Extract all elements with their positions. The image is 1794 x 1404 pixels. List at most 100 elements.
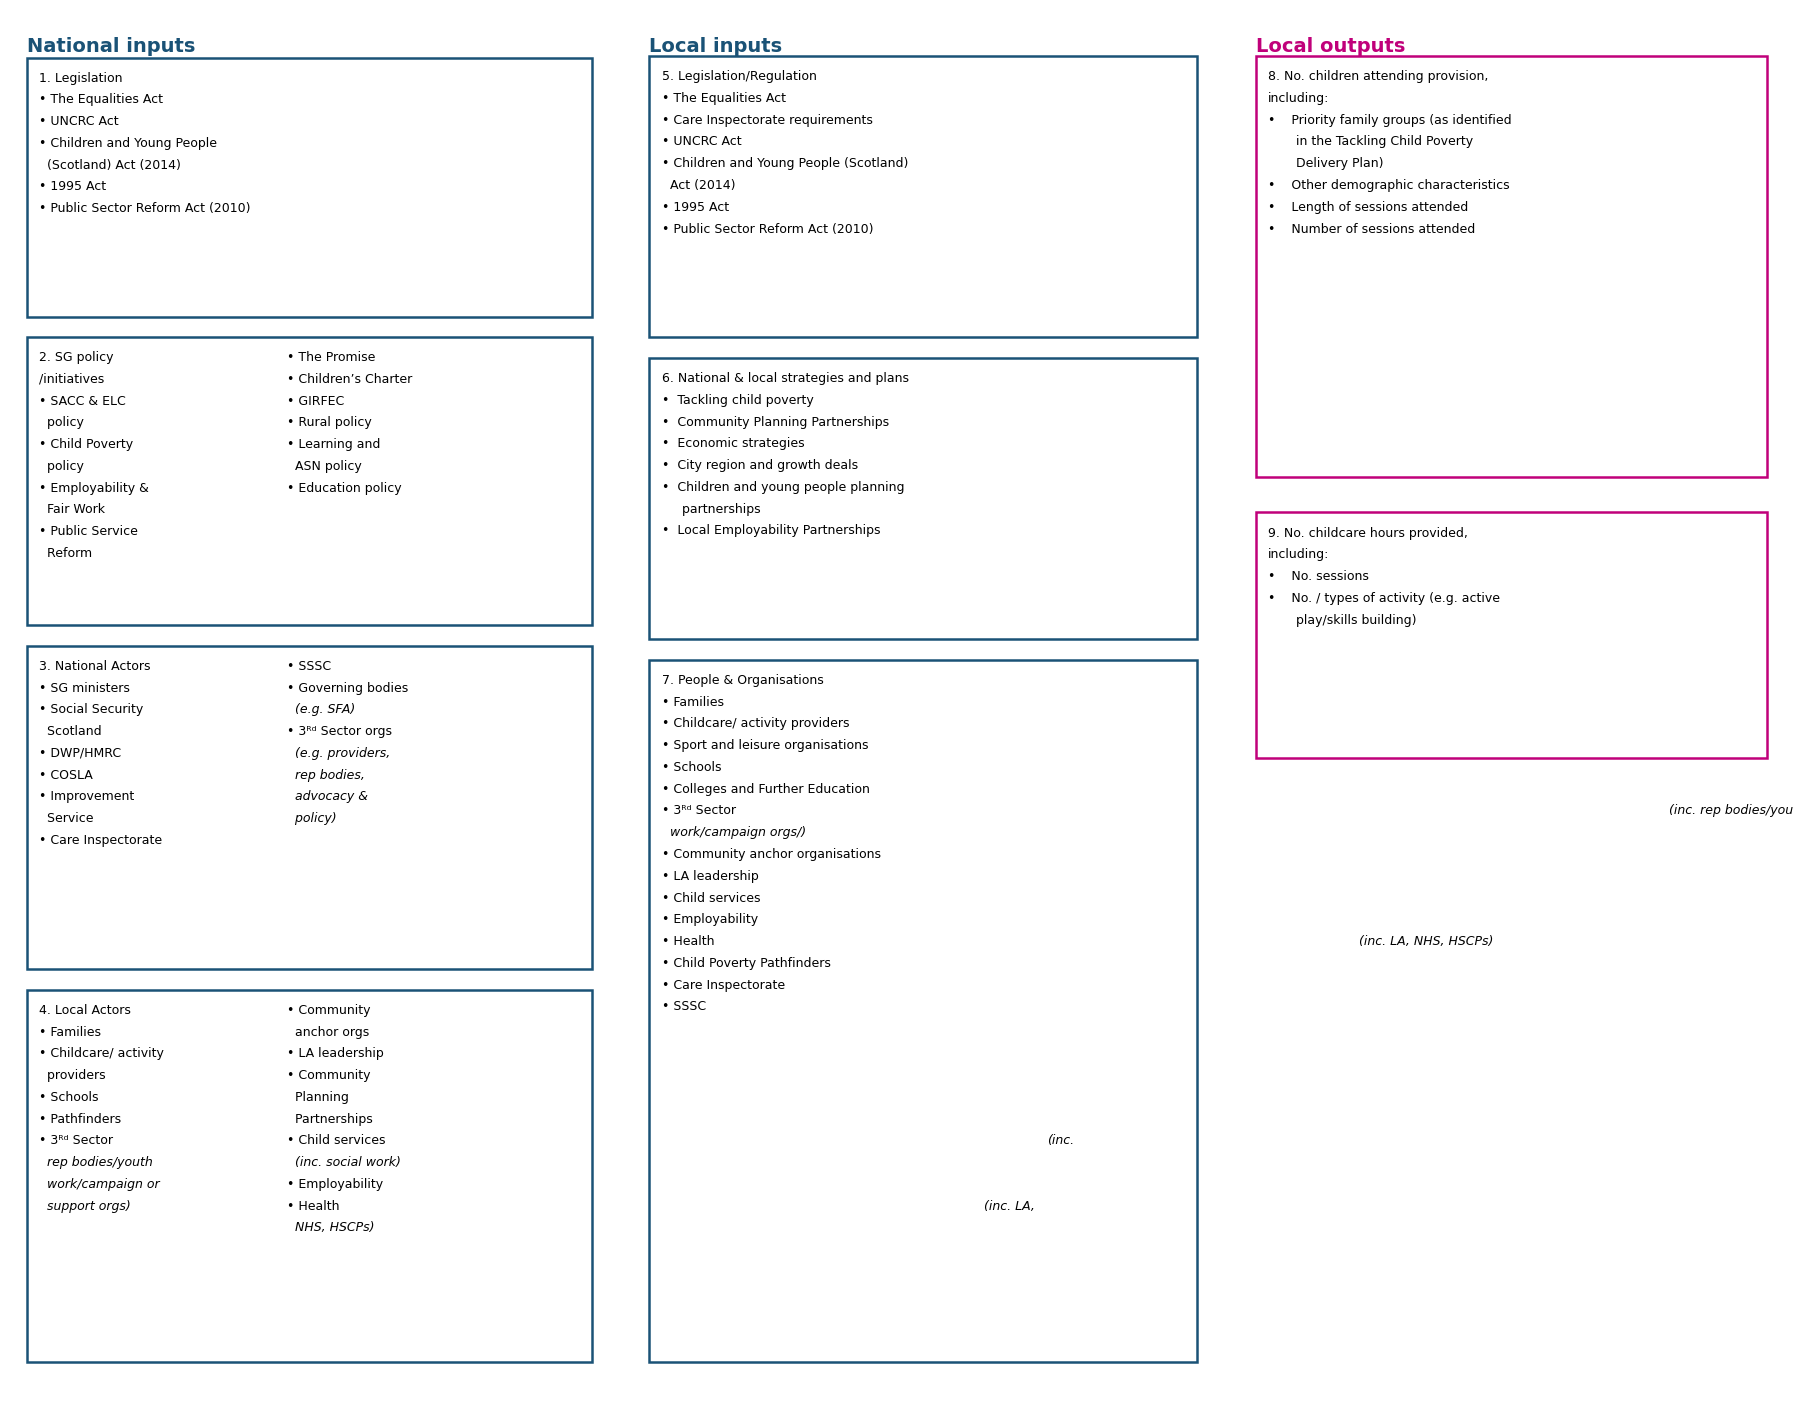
Text: rep bodies/youth: rep bodies/youth (39, 1157, 152, 1170)
Text: • 3ᴿᵈ Sector orgs: • 3ᴿᵈ Sector orgs (287, 724, 391, 739)
Text: Partnerships: Partnerships (287, 1112, 373, 1126)
Text: • SSSC: • SSSC (287, 660, 330, 673)
Text: (e.g. SFA): (e.g. SFA) (287, 703, 355, 716)
FancyBboxPatch shape (1256, 512, 1767, 758)
Text: anchor orgs: anchor orgs (287, 1025, 370, 1039)
Text: Act (2014): Act (2014) (662, 178, 736, 192)
FancyBboxPatch shape (27, 990, 592, 1362)
Text: • LA leadership: • LA leadership (287, 1047, 384, 1060)
Text: work/campaign orgs/): work/campaign orgs/) (662, 826, 806, 840)
Text: • Children and Young People (Scotland): • Children and Young People (Scotland) (662, 157, 908, 170)
Text: Reform: Reform (39, 546, 93, 560)
Text: 3. National Actors: 3. National Actors (39, 660, 151, 673)
Text: 4. Local Actors: 4. Local Actors (39, 1004, 131, 1016)
Text: including:: including: (1268, 548, 1329, 562)
Text: • 1995 Act: • 1995 Act (39, 180, 106, 194)
Text: (e.g. providers,: (e.g. providers, (287, 747, 389, 760)
Text: • 3ᴿᵈ Sector: • 3ᴿᵈ Sector (39, 1134, 117, 1147)
Text: • The Equalities Act: • The Equalities Act (662, 91, 786, 105)
Text: • Employability: • Employability (287, 1178, 382, 1191)
Text: • Community: • Community (287, 1004, 370, 1016)
Text: rep bodies,: rep bodies, (287, 768, 364, 782)
Text: • Improvement: • Improvement (39, 790, 135, 803)
Text: • GIRFEC: • GIRFEC (287, 395, 344, 407)
FancyBboxPatch shape (1256, 56, 1767, 477)
Text: • Child Poverty: • Child Poverty (39, 438, 133, 451)
Text: • COSLA: • COSLA (39, 768, 93, 782)
Text: play/skills building): play/skills building) (1268, 614, 1417, 626)
Text: •  Community Planning Partnerships: • Community Planning Partnerships (662, 416, 890, 428)
Text: •    Number of sessions attended: • Number of sessions attended (1268, 222, 1476, 236)
Text: • Childcare/ activity providers: • Childcare/ activity providers (662, 717, 850, 730)
Text: • Children and Young People: • Children and Young People (39, 136, 217, 150)
Text: Delivery Plan): Delivery Plan) (1268, 157, 1383, 170)
Text: • Care Inspectorate: • Care Inspectorate (662, 979, 786, 991)
Text: Planning: Planning (287, 1091, 348, 1104)
FancyBboxPatch shape (649, 56, 1197, 337)
Text: • The Equalities Act: • The Equalities Act (39, 93, 163, 107)
Text: • Schools: • Schools (662, 761, 721, 774)
Text: (inc. LA, NHS, HSCPs): (inc. LA, NHS, HSCPs) (1360, 935, 1494, 948)
Text: 5. Legislation/Regulation: 5. Legislation/Regulation (662, 70, 816, 83)
Text: /initiatives: /initiatives (39, 372, 104, 386)
Text: •    Length of sessions attended: • Length of sessions attended (1268, 201, 1469, 213)
Text: • Public Sector Reform Act (2010): • Public Sector Reform Act (2010) (662, 222, 874, 236)
Text: •  City region and growth deals: • City region and growth deals (662, 459, 858, 472)
Text: 7. People & Organisations: 7. People & Organisations (662, 674, 823, 687)
Text: •  Economic strategies: • Economic strategies (662, 437, 806, 451)
Text: • Child Poverty Pathfinders: • Child Poverty Pathfinders (662, 958, 831, 970)
Text: • Governing bodies: • Governing bodies (287, 681, 407, 695)
Text: • Pathfinders: • Pathfinders (39, 1112, 122, 1126)
Text: • Child services: • Child services (287, 1134, 386, 1147)
Text: Local inputs: Local inputs (649, 37, 782, 56)
Text: (inc. social work): (inc. social work) (287, 1157, 400, 1170)
Text: • Health: • Health (662, 935, 718, 948)
FancyBboxPatch shape (649, 358, 1197, 639)
Text: • Sport and leisure organisations: • Sport and leisure organisations (662, 739, 868, 753)
Text: • Employability: • Employability (662, 914, 759, 927)
Text: •    No. sessions: • No. sessions (1268, 570, 1369, 583)
Text: advocacy &: advocacy & (287, 790, 368, 803)
Text: (inc. LA,: (inc. LA, (985, 1199, 1035, 1213)
Text: • Schools: • Schools (39, 1091, 99, 1104)
Text: 6. National & local strategies and plans: 6. National & local strategies and plans (662, 372, 910, 385)
Text: •  Children and young people planning: • Children and young people planning (662, 480, 904, 494)
Text: • Employability &: • Employability & (39, 482, 149, 494)
FancyBboxPatch shape (27, 646, 592, 969)
FancyBboxPatch shape (27, 337, 592, 625)
Text: (Scotland) Act (2014): (Scotland) Act (2014) (39, 159, 181, 171)
Text: • Community anchor organisations: • Community anchor organisations (662, 848, 881, 861)
Text: • UNCRC Act: • UNCRC Act (662, 135, 741, 149)
Text: Scotland: Scotland (39, 724, 102, 739)
Text: • SSSC: • SSSC (662, 1001, 707, 1014)
Text: work/campaign or: work/campaign or (39, 1178, 160, 1191)
Text: • Rural policy: • Rural policy (287, 416, 371, 430)
Text: •    No. / types of activity (e.g. active: • No. / types of activity (e.g. active (1268, 591, 1500, 605)
Text: • Children’s Charter: • Children’s Charter (287, 372, 413, 386)
Text: Service: Service (39, 812, 93, 826)
Text: • Care Inspectorate: • Care Inspectorate (39, 834, 163, 847)
Text: Fair Work: Fair Work (39, 503, 106, 517)
Text: • Health: • Health (287, 1199, 343, 1213)
Text: 8. No. children attending provision,: 8. No. children attending provision, (1268, 70, 1489, 83)
Text: • 1995 Act: • 1995 Act (662, 201, 728, 213)
Text: policy: policy (39, 416, 84, 430)
Text: (inc. rep bodies/youth: (inc. rep bodies/youth (1670, 804, 1794, 817)
Text: National inputs: National inputs (27, 37, 196, 56)
Text: • 3ᴿᵈ Sector: • 3ᴿᵈ Sector (662, 804, 739, 817)
FancyBboxPatch shape (649, 660, 1197, 1362)
Text: • Families: • Families (662, 695, 725, 709)
Text: (inc.: (inc. (1048, 1134, 1075, 1147)
Text: • Public Service: • Public Service (39, 525, 138, 538)
Text: • Families: • Families (39, 1025, 102, 1039)
Text: • The Promise: • The Promise (287, 351, 375, 364)
Text: NHS, HSCPs): NHS, HSCPs) (287, 1221, 375, 1234)
Text: in the Tackling Child Poverty: in the Tackling Child Poverty (1268, 135, 1473, 149)
Text: support orgs): support orgs) (39, 1199, 131, 1213)
Text: 2. SG policy: 2. SG policy (39, 351, 115, 364)
Text: •  Tackling child poverty: • Tackling child poverty (662, 393, 814, 407)
Text: • Colleges and Further Education: • Colleges and Further Education (662, 783, 870, 796)
Text: • Child services: • Child services (662, 892, 764, 904)
Text: •    Priority family groups (as identified: • Priority family groups (as identified (1268, 114, 1512, 126)
Text: •    Other demographic characteristics: • Other demographic characteristics (1268, 178, 1511, 192)
